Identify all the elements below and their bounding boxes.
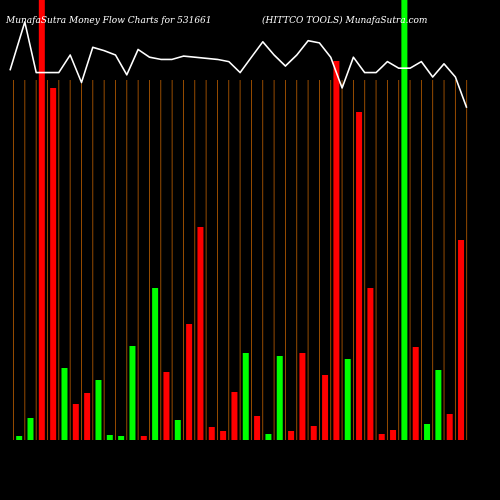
money-flow-bar [220,431,227,440]
money-flow-bar [390,430,397,440]
price-line [9,21,468,109]
money-flow-bar [310,426,317,440]
money-flow-bar [242,353,249,440]
chart-title: MunafaSutra Money Flow Charts for 531661 [5,16,212,26]
money-flow-bar [356,112,363,440]
money-flow-bar [50,88,57,440]
money-flow-bar [458,240,465,440]
money-flow-bar [231,392,238,440]
money-flow-bar [27,418,34,440]
money-flow-bar [412,347,419,440]
money-flow-bar [16,436,23,440]
money-flow-bar [197,227,204,440]
money-flow-bar [186,324,193,440]
money-flow-bars [16,0,465,440]
money-flow-bar [378,434,385,440]
money-flow-bar [61,368,68,440]
money-flow-bar [84,393,91,440]
money-flow-bar [118,436,125,440]
money-flow-bar [254,416,261,440]
money-flow-bar [299,353,306,440]
chart-subtitle: (HITTCO TOOLS) MunafaSutra.com [262,15,427,26]
money-flow-bar [95,380,102,440]
price-line-group [9,21,468,109]
money-flow-bar [38,0,45,440]
money-flow-bar [435,370,442,440]
money-flow-bar [333,61,340,440]
gridlines [13,80,468,440]
money-flow-bar [367,288,374,440]
money-flow-bar [322,375,329,440]
money-flow-bar [446,414,453,440]
money-flow-bar [163,372,170,440]
money-flow-bar [106,435,113,440]
money-flow-bar [174,420,181,440]
money-flow-bar [288,431,295,440]
money-flow-bar [344,359,351,440]
money-flow-bar [208,427,215,440]
money-flow-bar [265,434,272,440]
money-flow-bar [140,436,147,440]
money-flow-bar [72,404,79,440]
money-flow-bar [276,356,283,440]
money-flow-bar [424,424,431,440]
money-flow-bar [401,0,408,440]
money-flow-bar [129,346,136,440]
money-flow-bar [152,288,159,440]
